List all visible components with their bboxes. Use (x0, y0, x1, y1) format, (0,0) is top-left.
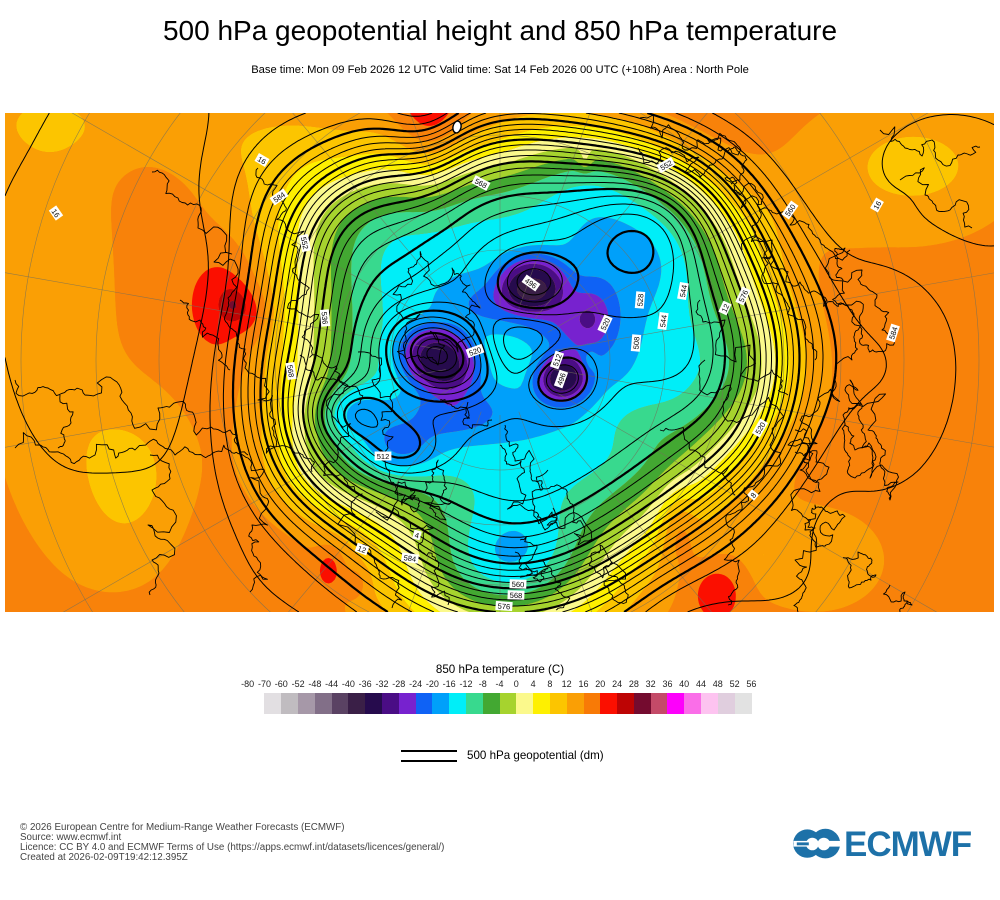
svg-text:584: 584 (403, 553, 417, 564)
svg-text:12: 12 (720, 303, 732, 314)
svg-text:496: 496 (555, 372, 568, 387)
svg-text:520: 520 (468, 345, 483, 358)
svg-text:16: 16 (871, 199, 883, 211)
svg-text:552: 552 (299, 236, 310, 250)
svg-text:560: 560 (512, 580, 525, 589)
svg-text:568: 568 (285, 364, 296, 378)
svg-text:568: 568 (510, 591, 523, 600)
svg-text:544: 544 (658, 314, 669, 328)
svg-text:12: 12 (356, 544, 367, 555)
svg-text:8: 8 (749, 491, 759, 500)
svg-text:536: 536 (319, 311, 329, 324)
svg-text:16: 16 (256, 154, 268, 166)
svg-text:576: 576 (497, 602, 510, 612)
svg-text:16: 16 (50, 207, 62, 219)
svg-text:528: 528 (635, 293, 645, 306)
svg-text:4: 4 (414, 531, 420, 541)
svg-text:544: 544 (678, 284, 689, 298)
svg-text:ECMWF: ECMWF (844, 826, 972, 862)
svg-text:508: 508 (631, 336, 641, 349)
svg-text:512: 512 (551, 353, 564, 368)
svg-text:512: 512 (377, 452, 390, 461)
svg-text:584: 584 (887, 326, 899, 341)
